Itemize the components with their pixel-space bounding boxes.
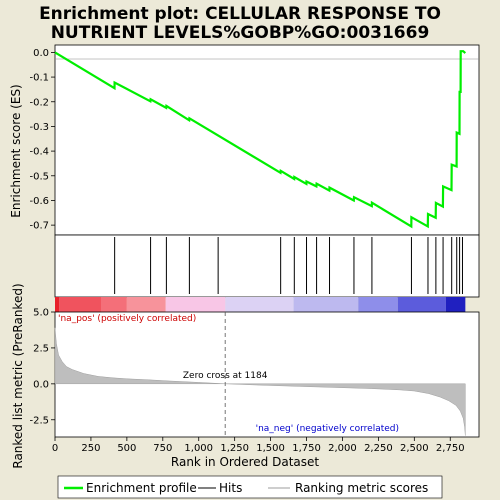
x-tick-label: 500: [117, 443, 136, 454]
legend-hits-label: Hits: [219, 481, 242, 495]
es-tick-label: -0.3: [29, 122, 49, 133]
ranking-metric-area: [54, 327, 466, 436]
hits-panel: [54, 234, 480, 298]
es-tick-label: -0.2: [29, 97, 49, 108]
x-tick-label: 1,000: [184, 443, 213, 454]
metric-tick-label: 5.0: [33, 308, 49, 319]
metric-axis-label: Ranked list metric (PreRanked): [11, 283, 25, 468]
hits-markers: [114, 237, 463, 294]
heatmap-segment: [100, 297, 127, 312]
heatmap-segment: [445, 297, 466, 312]
title-line-2: NUTRIENT LEVELS%GOBP%GO:0031669: [51, 23, 430, 43]
x-tick-label: 750: [153, 443, 172, 454]
metric-axis: 5.0 2.5 0.0 -2.5: [29, 308, 55, 426]
positive-label: 'na_pos' (positively correlated): [58, 314, 196, 324]
es-axis: 0.0 -0.1 -0.2 -0.3 -0.4 -0.5 -0.6 -0.7: [29, 48, 55, 232]
x-tick-label: 1,250: [220, 443, 249, 454]
heatmap-segment: [59, 297, 101, 312]
metric-panel: [54, 311, 480, 438]
es-axis-label: Enrichment score (ES): [9, 84, 23, 217]
legend-metric-label: Ranking metric scores: [295, 481, 428, 495]
x-tick-label: 2,500: [400, 443, 429, 454]
heatmap-segment: [165, 297, 226, 312]
legend-es-label: Enrichment profile: [86, 481, 197, 495]
x-tick-label: 250: [81, 443, 100, 454]
zero-cross-label: Zero cross at 1184: [183, 371, 268, 381]
negative-label: 'na_neg' (negatively correlated): [256, 424, 399, 434]
es-tick-label: -0.5: [29, 171, 49, 182]
x-tick-label: 1,750: [292, 443, 321, 454]
metric-tick-label: 2.5: [33, 343, 49, 354]
heatmap-segment: [358, 297, 398, 312]
es-panel: [54, 44, 480, 236]
heatmap-segment: [55, 297, 60, 312]
es-tick-label: -0.1: [29, 73, 49, 84]
legend-box: [57, 475, 443, 499]
x-tick-label: 2,750: [436, 443, 465, 454]
es-tick-label: 0.0: [33, 48, 49, 59]
x-tick-label: 0: [52, 443, 58, 454]
x-tick-label: 2,000: [328, 443, 357, 454]
rank-heatmap-bar: [55, 297, 466, 312]
x-tick-label: 2,250: [364, 443, 393, 454]
heatmap-segment: [293, 297, 359, 312]
heatmap-segment: [225, 297, 294, 312]
es-tick-label: -0.4: [29, 147, 49, 158]
metric-tick-label: 0.0: [33, 379, 49, 390]
heatmap-segment: [126, 297, 166, 312]
x-axis: 0 250 500 750 1,000 1,250 1,500 1,750 2,000 2,250…: [52, 437, 465, 454]
x-tick-label: 1,500: [256, 443, 285, 454]
x-axis-label: Rank in Ordered Dataset: [171, 455, 319, 469]
es-tick-label: -0.7: [29, 221, 49, 232]
title-line-1: Enrichment plot: CELLULAR RESPONSE TO: [39, 4, 441, 24]
metric-tick-label: -2.5: [29, 415, 49, 426]
heatmap-segment: [397, 297, 446, 312]
es-tick-label: -0.6: [29, 196, 49, 207]
enrichment-profile-line: [54, 50, 467, 229]
